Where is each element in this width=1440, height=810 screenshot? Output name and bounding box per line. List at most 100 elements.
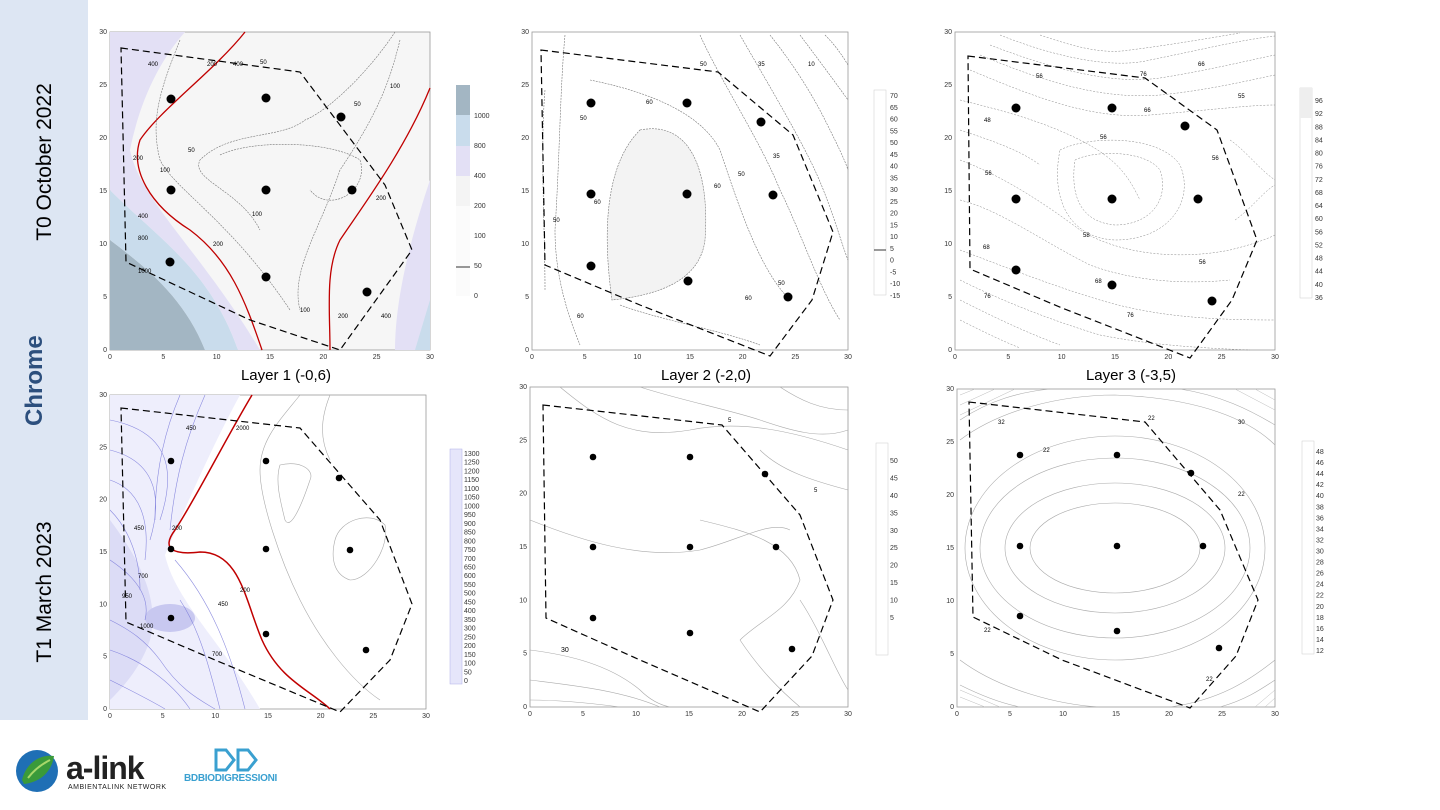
legend-label: 50 [474, 263, 482, 270]
axis-ticks-t0-layer2: 00 5 5 10 10 15 15 20 20 25 25 30 30 [521, 29, 852, 361]
x-tick-label: 5 [161, 713, 165, 720]
legend-label: 600 [464, 573, 476, 580]
y-tick-label: 30 [99, 29, 107, 36]
legend-label: 45 [890, 475, 898, 482]
x-tick-label: 5 [581, 711, 585, 718]
contour-label: 50 [354, 102, 361, 108]
x-tick-label: 20 [317, 713, 325, 720]
alink-subtitle: AMBIENTALINK NETWORK [68, 784, 167, 791]
x-tick-label: 0 [955, 711, 959, 718]
contour-label: 450 [218, 602, 229, 608]
legend-t1-layer1 [449, 448, 463, 685]
y-tick-label: 15 [946, 545, 954, 552]
contour-label: 5 [814, 488, 818, 494]
legend-label: 35 [890, 175, 898, 182]
legend-label: 60 [890, 117, 898, 124]
legend-label: 44 [1316, 471, 1324, 478]
x-tick-label: 10 [633, 354, 641, 361]
y-tick-label: 15 [521, 188, 529, 195]
legend-label: 10 [890, 598, 898, 605]
contour-label: 450 [186, 426, 197, 432]
y-tick-label: 25 [99, 82, 107, 89]
contour-label: 1000 [138, 269, 152, 275]
y-tick-label: 20 [944, 135, 952, 142]
legend-label: 1300 [464, 451, 480, 458]
contour-label: 35 [773, 154, 780, 160]
legend-label: -15 [890, 293, 900, 300]
x-tick-label: 30 [426, 354, 434, 361]
legend-t0-layer3 [1299, 87, 1313, 299]
y-tick-label: 30 [946, 386, 954, 393]
legend-label: 24 [1316, 582, 1324, 589]
legend-label: 30 [890, 528, 898, 535]
legend-label: 84 [1315, 137, 1323, 144]
legend-label: 700 [464, 556, 476, 563]
x-tick-label: 25 [373, 354, 381, 361]
contour-label: 100 [300, 308, 311, 314]
contour-label: 76 [984, 294, 991, 300]
x-tick-label: 15 [1112, 711, 1120, 718]
legend-label: 14 [1316, 637, 1324, 644]
legend-label: 350 [464, 617, 476, 624]
legend-label: 56 [1315, 229, 1323, 236]
x-tick-label: 0 [108, 713, 112, 720]
contour-label: 68 [1095, 279, 1102, 285]
legend-label: 1100 [464, 486, 479, 493]
x-tick-label: 0 [108, 354, 112, 361]
legend-label: 400 [474, 173, 486, 180]
caption-layer3: Layer 3 (-3,5) [1085, 367, 1177, 384]
y-tick-label: 15 [519, 544, 527, 551]
map-t0-layer1: 400 200 400 50 100 50 200 100 50 100 200… [109, 31, 431, 351]
legend-label: 1150 [464, 477, 479, 484]
contour-label: 56 [1212, 156, 1219, 162]
contour-label: 50 [778, 281, 785, 287]
contour-label: 200 [376, 196, 387, 202]
y-tick-label: 5 [950, 651, 954, 658]
legend-t1-layer3 [1301, 440, 1315, 655]
legend-label: 65 [890, 105, 898, 112]
y-tick-label: 5 [103, 654, 107, 661]
legend-label: 5 [890, 615, 894, 622]
legend-label: 40 [890, 164, 898, 171]
contour-label: 700 [212, 652, 223, 658]
x-tick-label: 30 [1271, 711, 1279, 718]
legend-label: 50 [890, 458, 898, 465]
contour-label: 60 [594, 200, 601, 206]
contour-label: 200 [240, 588, 251, 594]
legend-label: 1000 [464, 503, 480, 510]
legend-label: 950 [464, 512, 476, 519]
y-tick-label: 10 [99, 601, 107, 608]
legend-label: 34 [1316, 526, 1324, 533]
x-tick-label: 25 [1218, 711, 1226, 718]
y-tick-label: 15 [99, 549, 107, 556]
contour-label: 100 [160, 168, 171, 174]
y-tick-label: 10 [521, 241, 529, 248]
bd-logo: BDBIODIGRESSIONI [184, 748, 294, 796]
x-tick-label: 25 [1218, 354, 1226, 361]
contour-label: 60 [745, 296, 752, 302]
x-tick-label: 30 [422, 713, 430, 720]
alink-globe-icon [16, 750, 58, 792]
bd-mark-icon [214, 748, 258, 772]
contour-label: 68 [983, 245, 990, 251]
contour-label: 60 [577, 314, 584, 320]
y-tick-label: 30 [519, 384, 527, 391]
contour-label: 200 [172, 526, 183, 532]
contour-label: 2000 [236, 426, 250, 432]
legend-label: 40 [890, 493, 898, 500]
legend-label: 750 [464, 547, 476, 554]
legend-label: 36 [1315, 295, 1323, 302]
x-tick-label: 5 [1008, 711, 1012, 718]
x-tick-label: 15 [686, 354, 694, 361]
legend-label: 30 [890, 187, 898, 194]
contour-label: 56 [1036, 74, 1043, 80]
y-tick-label: 10 [946, 598, 954, 605]
y-tick-label: 25 [946, 439, 954, 446]
contour-label: 76 [1140, 72, 1147, 78]
y-tick-label: 10 [519, 597, 527, 604]
contour-label: 35 [758, 62, 765, 68]
x-tick-label: 25 [369, 713, 377, 720]
legend-label: 250 [464, 634, 476, 641]
contour-label: 200 [207, 62, 218, 68]
x-tick-label: 5 [583, 354, 587, 361]
